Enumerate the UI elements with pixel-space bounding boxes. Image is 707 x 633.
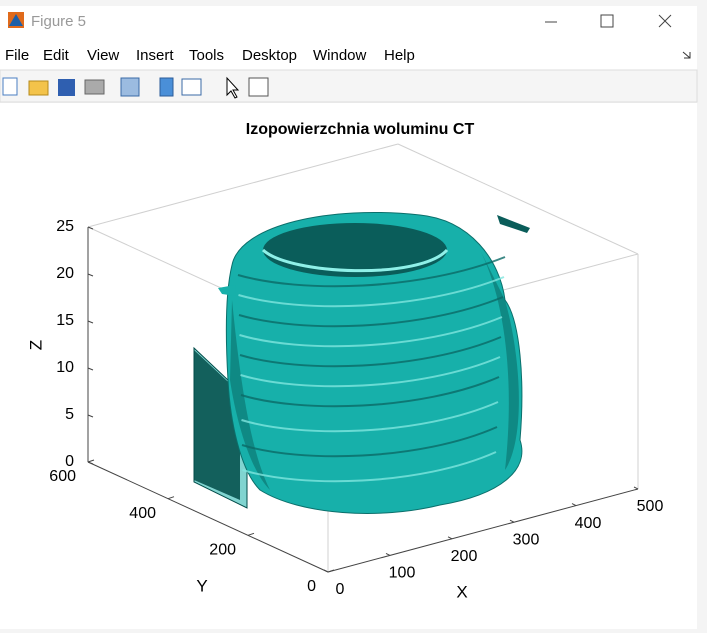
surface-fragment xyxy=(497,215,530,233)
browser-icon[interactable] xyxy=(248,77,269,97)
surface-ridge xyxy=(241,401,499,433)
x-tick xyxy=(509,519,515,523)
window-title: Figure 5 xyxy=(31,13,86,30)
menu-item[interactable]: Desktop xyxy=(242,47,297,64)
surface-ridge xyxy=(240,356,501,388)
menu-item[interactable]: Help xyxy=(384,47,415,64)
x-tick xyxy=(633,486,639,490)
z-tick-label: 20 xyxy=(56,265,74,282)
menu-item[interactable]: Insert xyxy=(136,47,174,64)
colorbar-icon[interactable] xyxy=(159,77,174,97)
new-icon[interactable] xyxy=(2,77,18,96)
y-tick-label: 0 xyxy=(307,578,316,595)
y-tick-label: 400 xyxy=(129,505,156,522)
surface-ridge xyxy=(238,296,504,328)
toolbar xyxy=(0,69,698,103)
pointer-icon[interactable] xyxy=(226,76,240,99)
z-axis-label: Z xyxy=(26,340,45,350)
link-icon[interactable] xyxy=(120,77,140,97)
y-tick-label: 200 xyxy=(209,542,236,559)
menu: File Edit View Insert Tools Desktop Window Help xyxy=(5,47,415,64)
menu-item[interactable]: File xyxy=(5,47,29,64)
surface-fragment xyxy=(218,285,236,296)
z-tick-label: 5 xyxy=(65,406,74,423)
menu-item[interactable]: Tools xyxy=(189,47,224,64)
y-tick xyxy=(327,569,335,573)
box-edge xyxy=(397,143,639,255)
y-tick-label: 600 xyxy=(49,468,76,485)
surface-ridge xyxy=(240,376,500,408)
x-axis xyxy=(327,488,639,573)
app-icon xyxy=(8,12,24,28)
title-bar xyxy=(0,6,697,42)
print-icon[interactable] xyxy=(84,79,105,95)
z-tick xyxy=(87,367,94,371)
x-tick-label: 200 xyxy=(451,548,478,565)
surface-ridge xyxy=(239,316,503,348)
x-tick xyxy=(385,552,391,556)
surface-ridge xyxy=(238,276,505,308)
toolbar-icons xyxy=(2,76,269,99)
y-axis xyxy=(87,461,329,573)
surface-shade xyxy=(230,250,519,490)
x-tick-label: 300 xyxy=(513,531,540,548)
surface-body xyxy=(225,212,523,514)
dock-arrow[interactable] xyxy=(682,51,691,59)
z-tick xyxy=(87,320,94,324)
z-tick-label: 10 xyxy=(56,359,74,376)
x-tick-label: 100 xyxy=(389,565,416,582)
surface-ridge xyxy=(241,426,498,458)
y-tick xyxy=(87,459,95,463)
x-tick-label: 400 xyxy=(575,515,602,532)
y-axis-label: Y xyxy=(196,576,207,595)
z-tick-label: 0 xyxy=(65,453,74,470)
z-tick xyxy=(87,414,94,418)
x-axis-label: X xyxy=(456,582,467,601)
x-tick-label: 500 xyxy=(637,498,664,515)
x-tick xyxy=(571,503,577,507)
legend-icon[interactable] xyxy=(181,78,202,96)
x-tick xyxy=(323,569,329,573)
menu-item[interactable]: Window xyxy=(313,47,367,64)
close-button[interactable] xyxy=(658,14,672,28)
surface-ridge xyxy=(242,451,497,483)
surface-ridge xyxy=(239,336,502,368)
surface-opening xyxy=(263,223,447,277)
box-edge xyxy=(87,143,399,228)
z-tick xyxy=(87,226,94,230)
menu-item[interactable]: Edit xyxy=(43,47,70,64)
chart-title: Izopowierzchnia woluminu CT xyxy=(246,121,475,138)
x-tick-label: 0 xyxy=(336,581,345,598)
open-icon[interactable] xyxy=(28,80,49,96)
z-tick xyxy=(87,461,94,465)
surface-ridge xyxy=(237,256,506,288)
menu-item[interactable]: View xyxy=(87,47,119,64)
x-tick xyxy=(447,536,453,540)
surface-rim xyxy=(261,248,449,273)
save-icon[interactable] xyxy=(58,79,75,96)
maximize-button[interactable] xyxy=(600,14,614,28)
z-tick-label: 25 xyxy=(56,218,74,235)
z-tick xyxy=(87,273,94,277)
z-tick-label: 15 xyxy=(56,312,74,329)
y-tick xyxy=(167,496,175,500)
y-tick xyxy=(247,532,255,536)
menu-bar xyxy=(0,42,697,70)
